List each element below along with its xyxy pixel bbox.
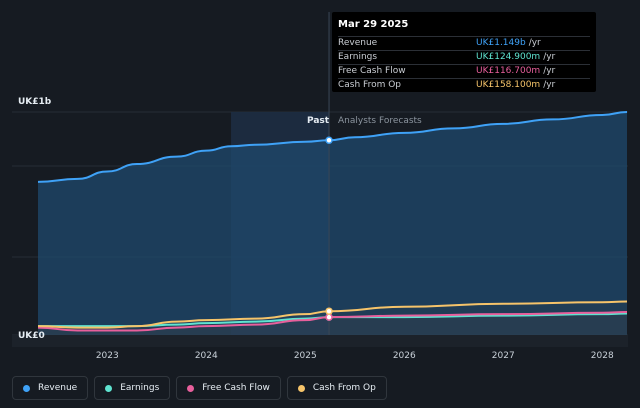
legend-item-earnings[interactable]: Earnings [94, 376, 171, 400]
x-tick-label: 2027 [492, 351, 515, 361]
tooltip-unit: /yr [528, 38, 541, 48]
tooltip-unit: /yr [543, 66, 556, 76]
tooltip-label: Revenue [338, 38, 378, 48]
legend-label: Free Cash Flow [202, 383, 270, 393]
y-axis-top-label: UK£1b [18, 97, 52, 107]
x-tick-label: 2025 [294, 351, 317, 361]
x-axis-strip [12, 335, 628, 347]
legend: Revenue Earnings Free Cash Flow Cash Fro… [12, 376, 387, 400]
tooltip-row-cash-from-op: Cash From Op UK£158.100m /yr [338, 78, 590, 92]
x-tick-label: 2028 [591, 351, 614, 361]
tooltip-row-revenue: Revenue UK£1.149b /yr [338, 36, 590, 50]
tooltip: Mar 29 2025 Revenue UK£1.149b /yr Earnin… [332, 12, 596, 92]
x-tick-label: 2023 [96, 351, 119, 361]
past-label: Past [307, 116, 330, 126]
series-lines [37, 111, 628, 332]
revenue-dot-icon [23, 384, 30, 392]
series-areas [38, 112, 627, 335]
legend-label: Earnings [120, 383, 160, 393]
free-cash-flow-dot-icon [187, 384, 195, 392]
marker-free-cash-flow [325, 313, 333, 321]
tooltip-label: Cash From Op [338, 80, 402, 90]
forecast-label: Analysts Forecasts [338, 116, 422, 126]
series-area-earnings [38, 313, 627, 335]
x-tick-label: 2024 [195, 351, 218, 361]
x-tick-label: 2026 [393, 351, 416, 361]
tooltip-unit: /yr [543, 52, 556, 62]
tooltip-row-free-cash-flow: Free Cash Flow UK£116.700m /yr [338, 64, 590, 78]
tooltip-value: UK£124.900m [476, 52, 541, 62]
series-line-earnings [38, 312, 628, 328]
tooltip-value: UK£1.149b [476, 38, 526, 48]
marker-revenue [325, 136, 333, 144]
series-area-free-cash-flow [38, 311, 627, 335]
legend-item-revenue[interactable]: Revenue [12, 376, 89, 400]
tooltip-date: Mar 29 2025 [338, 19, 409, 30]
legend-label: Revenue [38, 383, 78, 393]
tooltip-value: UK£116.700m [476, 66, 541, 76]
legend-item-free-cash-flow[interactable]: Free Cash Flow [176, 376, 281, 400]
earnings-dot-icon [105, 384, 113, 392]
legend-item-cash-from-op[interactable]: Cash From Op [286, 376, 387, 400]
x-axis-ticks: 2023 2024 2025 2026 2027 2028 [12, 335, 628, 361]
tooltip-row-earnings: Earnings UK£124.900m /yr [338, 50, 590, 64]
tooltip-unit: /yr [543, 80, 556, 90]
tooltip-label: Free Cash Flow [338, 66, 406, 76]
tooltip-label: Earnings [338, 52, 378, 62]
tooltip-value: UK£158.100m [476, 80, 541, 90]
hover-markers [325, 136, 333, 321]
series-line-cash-from-op [37, 300, 628, 329]
cash-from-op-dot-icon [297, 384, 305, 392]
legend-label: Cash From Op [312, 383, 376, 393]
series-line-revenue [37, 111, 628, 183]
marker-cash-from-op [325, 307, 333, 315]
y-axis-bottom-label: UK£0 [18, 331, 45, 341]
series-line-free-cash-flow [37, 310, 628, 332]
series-area-revenue [38, 112, 627, 335]
